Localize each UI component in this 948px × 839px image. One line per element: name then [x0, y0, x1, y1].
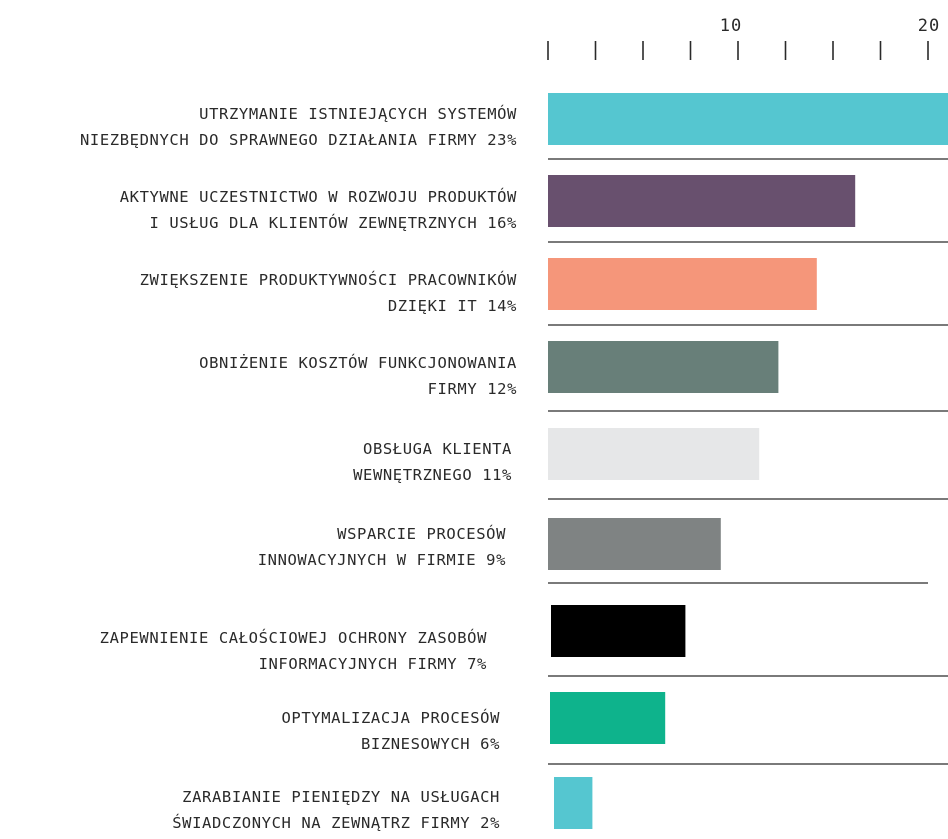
- category-label: OPTYMALIZACJA PROCESÓW: [282, 708, 501, 727]
- category-label: UTRZYMANIE ISTNIEJĄCYCH SYSTEMÓW: [199, 104, 517, 123]
- category-label: OBNIŻENIE KOSZTÓW FUNKCJONOWANIA: [199, 353, 517, 372]
- bar: [551, 605, 686, 657]
- category-label: WSPARCIE PROCESÓW: [337, 524, 506, 543]
- category-label: OBSŁUGA KLIENTA: [363, 440, 512, 458]
- x-tick-label: 10: [720, 16, 742, 36]
- category-label: INFORMACYJNYCH FIRMY 7%: [259, 655, 487, 673]
- category-label: ZARABIANIE PIENIĘDZY NA USŁUGACH: [182, 788, 500, 806]
- category-label: AKTYWNE UCZESTNICTWO W ROZWOJU PRODUKTÓW: [120, 187, 517, 206]
- category-labels: UTRZYMANIE ISTNIEJĄCYCH SYSTEMÓW NIEZBĘDN…: [80, 104, 518, 832]
- bar: [554, 777, 593, 829]
- category-label: ZWIĘKSZENIE PRODUKTYWNOŚCI PRACOWNIKÓW: [140, 270, 517, 289]
- category-label: BIZNESOWYCH 6%: [361, 735, 500, 753]
- bar: [548, 428, 760, 480]
- bars: [548, 93, 948, 829]
- bar: [548, 258, 817, 310]
- category-label: FIRMY 12%: [428, 380, 517, 398]
- x-tick-label: 20: [918, 16, 940, 36]
- x-axis: 10 20: [547, 16, 940, 60]
- category-label: ŚWIADCZONYCH NA ZEWNĄTRZ FIRMY 2%: [172, 813, 500, 832]
- category-label: WEWNĘTRZNEGO 11%: [353, 466, 512, 484]
- bar: [548, 518, 721, 570]
- bar: [550, 692, 666, 744]
- row-separators: [548, 158, 948, 765]
- category-label: DZIĘKI IT 14%: [388, 297, 517, 315]
- bar: [548, 175, 856, 227]
- category-label: INNOWACYJNYCH W FIRMIE 9%: [258, 551, 506, 569]
- category-label: ZAPEWNIENIE CAŁOŚCIOWEJ OCHRONY ZASOBÓW: [100, 628, 487, 647]
- bar: [548, 93, 948, 145]
- category-label: I USŁUG DLA KLIENTÓW ZEWNĘTRZNYCH 16%: [150, 213, 518, 232]
- bar: [548, 341, 779, 393]
- category-label: NIEZBĘDNYCH DO SPRAWNEGO DZIAŁANIA FIRMY…: [80, 131, 517, 149]
